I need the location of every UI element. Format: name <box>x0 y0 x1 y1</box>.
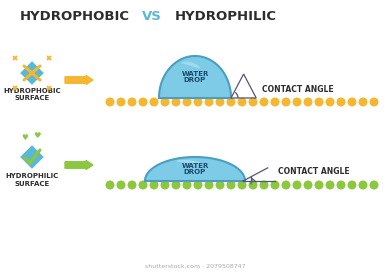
Circle shape <box>116 97 126 107</box>
Circle shape <box>215 180 225 190</box>
Circle shape <box>127 180 137 190</box>
Circle shape <box>347 97 357 107</box>
Circle shape <box>237 97 247 107</box>
FancyArrow shape <box>65 160 93 169</box>
Circle shape <box>325 180 335 190</box>
Circle shape <box>204 97 214 107</box>
Circle shape <box>303 97 313 107</box>
Circle shape <box>171 180 181 190</box>
Circle shape <box>226 97 236 107</box>
Circle shape <box>314 180 324 190</box>
Circle shape <box>127 97 137 107</box>
Polygon shape <box>159 56 231 98</box>
Text: WATER
DROP: WATER DROP <box>181 162 209 176</box>
Circle shape <box>336 180 346 190</box>
Circle shape <box>116 180 126 190</box>
Circle shape <box>369 180 379 190</box>
Circle shape <box>105 97 115 107</box>
Circle shape <box>248 180 258 190</box>
Circle shape <box>149 97 159 107</box>
Circle shape <box>292 180 302 190</box>
Circle shape <box>138 180 148 190</box>
Circle shape <box>270 97 280 107</box>
Text: VS: VS <box>142 10 162 24</box>
Text: HYDROPHILIC: HYDROPHILIC <box>175 10 277 24</box>
Circle shape <box>160 97 170 107</box>
Text: WATER
DROP: WATER DROP <box>181 71 209 83</box>
Circle shape <box>292 97 302 107</box>
Text: ♥: ♥ <box>21 132 28 141</box>
Text: ♥: ♥ <box>33 130 41 139</box>
Text: HYDROPHOBIC: HYDROPHOBIC <box>20 10 130 24</box>
Text: CONTACT ANGLE: CONTACT ANGLE <box>278 167 349 176</box>
Polygon shape <box>19 144 45 170</box>
Text: shutterstock.com · 2079508747: shutterstock.com · 2079508747 <box>145 263 245 269</box>
Circle shape <box>303 180 313 190</box>
Polygon shape <box>145 157 245 181</box>
Text: HYDROPHOBIC
SURFACE: HYDROPHOBIC SURFACE <box>3 88 61 102</box>
Circle shape <box>226 180 236 190</box>
Circle shape <box>138 97 148 107</box>
Circle shape <box>358 180 368 190</box>
Circle shape <box>248 97 258 107</box>
Circle shape <box>182 180 192 190</box>
Circle shape <box>369 97 379 107</box>
Circle shape <box>105 180 115 190</box>
Polygon shape <box>177 161 201 164</box>
Circle shape <box>182 97 192 107</box>
FancyArrow shape <box>65 76 93 85</box>
Circle shape <box>149 180 159 190</box>
Circle shape <box>204 180 214 190</box>
Circle shape <box>237 180 247 190</box>
Circle shape <box>259 180 269 190</box>
Circle shape <box>171 97 181 107</box>
Circle shape <box>215 97 225 107</box>
Circle shape <box>281 180 291 190</box>
Circle shape <box>347 180 357 190</box>
Circle shape <box>281 97 291 107</box>
Circle shape <box>160 180 170 190</box>
Text: HYDROPHILIC
SURFACE: HYDROPHILIC SURFACE <box>5 173 58 186</box>
Circle shape <box>270 180 280 190</box>
Circle shape <box>259 97 269 107</box>
Polygon shape <box>182 62 199 68</box>
Circle shape <box>193 97 203 107</box>
Circle shape <box>358 97 368 107</box>
Polygon shape <box>19 60 45 86</box>
Circle shape <box>193 180 203 190</box>
Text: CONTACT ANGLE: CONTACT ANGLE <box>262 85 334 94</box>
Circle shape <box>314 97 324 107</box>
Circle shape <box>336 97 346 107</box>
Circle shape <box>325 97 335 107</box>
